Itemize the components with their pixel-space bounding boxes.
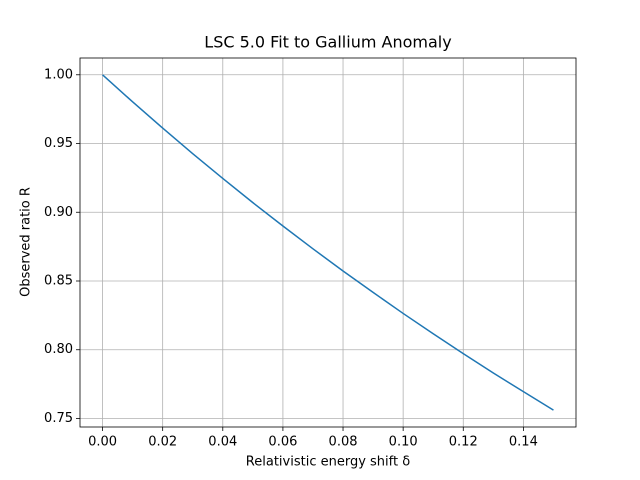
y-tick-label: 0.95 <box>44 136 73 151</box>
axes-frame <box>79 57 577 428</box>
y-tick-label: 1.00 <box>44 67 73 82</box>
x-tick-label: 0.06 <box>268 435 297 450</box>
chart-title: LSC 5.0 Fit to Gallium Anomaly <box>204 33 451 52</box>
x-tick-label: 0.08 <box>329 435 358 450</box>
x-tick-label: 0.12 <box>449 435 478 450</box>
y-tick-label: 0.90 <box>44 205 73 220</box>
y-tick-label: 0.80 <box>44 342 73 357</box>
line-series <box>102 74 554 411</box>
x-tick-label: 0.00 <box>88 435 117 450</box>
x-tick-label: 0.14 <box>509 435 538 450</box>
x-axis-label: Relativistic energy shift δ <box>246 455 410 470</box>
x-tick-label: 0.04 <box>208 435 237 450</box>
x-tick-label: 0.10 <box>389 435 418 450</box>
y-axis-label: Observed ratio R <box>19 187 34 297</box>
y-tick-label: 0.85 <box>44 273 73 288</box>
y-tick-label: 0.75 <box>44 411 73 426</box>
x-tick-label: 0.02 <box>148 435 177 450</box>
